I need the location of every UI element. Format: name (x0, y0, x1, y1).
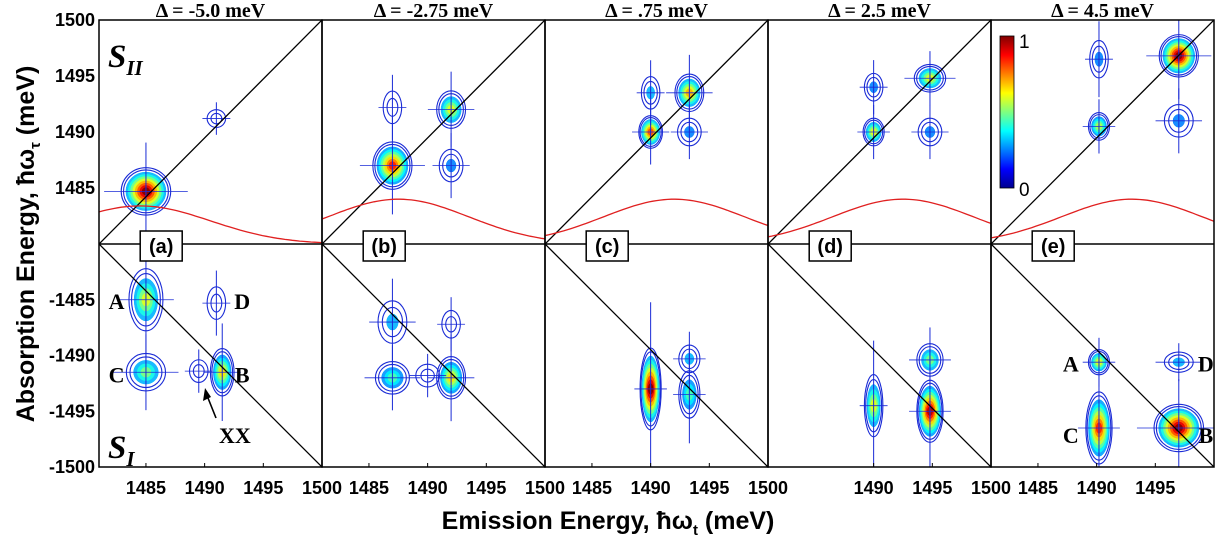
lower-diagonal (768, 243, 991, 467)
x-axis-label: Emission Energy, ħωt (meV) (442, 507, 775, 539)
panel-id-box (362, 230, 406, 262)
x-tick-label: 1495 (689, 478, 729, 498)
lower-row-tag-main: S (108, 430, 126, 466)
upper-diagonal (99, 20, 322, 245)
peak-label-D: D (1198, 351, 1214, 376)
panel-d (768, 20, 991, 467)
peak-label-C: C (1063, 423, 1079, 448)
y-tick-label-lower: -1500 (49, 457, 95, 477)
panel-delta-title: Δ = 2.5 meV (828, 0, 931, 22)
panel-id-box (139, 230, 183, 262)
x-tick-label: 1490 (854, 478, 894, 498)
panel-delta-title: Δ = .75 meV (605, 0, 708, 22)
x-tick-label: 1495 (466, 478, 506, 498)
y-axis-label-sub: τ (27, 142, 44, 149)
y-tick-label-lower: -1485 (49, 290, 95, 310)
x-axis-label-sub: t (693, 522, 698, 539)
laser-spectrum-line (322, 198, 545, 240)
x-tick-label: 1485 (1018, 478, 1058, 498)
lower-diagonal (991, 243, 1214, 467)
y-tick-label-upper: 1485 (55, 178, 95, 198)
colorbar: 1 0 (999, 32, 1030, 201)
peak-label-A: A (109, 289, 125, 314)
y-tick-label-upper: 1500 (55, 10, 95, 30)
laser-spectrum-line (991, 198, 1214, 239)
panel-id-box (808, 230, 852, 262)
panel-id-label: (c) (595, 236, 619, 258)
x-tick-label: 1500 (302, 478, 342, 498)
lower-diagonal (545, 243, 768, 467)
x-tick-label: 1495 (1135, 478, 1175, 498)
colorbar-max-label: 1 (1019, 32, 1030, 53)
x-tick-label: 1485 (572, 478, 612, 498)
panel-id-box (585, 230, 629, 262)
laser-spectrum-line (99, 205, 322, 244)
colorbar-min-label: 0 (1019, 180, 1030, 201)
upper-diagonal (545, 20, 768, 245)
panel-id-label: (a) (149, 236, 173, 258)
upper-row-tag-main: S (108, 39, 126, 75)
peak-label-B: B (1198, 423, 1213, 448)
lower-row-tag-sub: I (125, 447, 135, 471)
y-axis-label-unit: (meV) (12, 66, 40, 142)
upper-diagonal (322, 20, 545, 245)
x-tick-label: 1495 (243, 478, 283, 498)
peak-label-D: D (234, 289, 250, 314)
panel-delta-title: Δ = 4.5 meV (1051, 0, 1154, 22)
x-tick-label: 1500 (525, 478, 565, 498)
panels-group: Δ = -5.0 meV (a) A D C B 1485 1490 1495 1500 Δ = -… (49, 0, 1215, 498)
lower-diagonal (322, 243, 545, 467)
y-axis-label: Absorption Energy, ħωτ (meV) (12, 66, 44, 423)
peak-label-C: C (109, 363, 125, 388)
x-tick-label: 1485 (126, 478, 166, 498)
x-tick-label: 1490 (1077, 478, 1117, 498)
laser-spectrum-line (545, 198, 768, 237)
panel-id-label: (d) (817, 236, 843, 258)
y-tick-label-lower: -1495 (49, 401, 95, 421)
panel-id-box (1031, 230, 1075, 262)
x-tick-label: 1490 (408, 478, 448, 498)
x-axis-label-unit: (meV) (698, 507, 774, 535)
upper-diagonal (991, 20, 1214, 245)
y-axis-label-main: Absorption Energy, ħω (12, 149, 40, 422)
y-tick-label-lower: -1490 (49, 346, 95, 366)
panel-delta-title: Δ = -5.0 meV (156, 0, 266, 22)
upper-row-tag-sub: II (125, 56, 143, 80)
panel-e (991, 20, 1214, 467)
lower-row-tag: SI (108, 430, 135, 471)
panel-delta-title: Δ = -2.75 meV (374, 0, 494, 22)
x-tick-label: 1495 (912, 478, 952, 498)
xx-arrow-head (203, 388, 211, 401)
upper-row-tag: SII (108, 39, 144, 80)
panel-a (99, 20, 322, 467)
panel-b (322, 20, 545, 467)
x-tick-label: 1490 (631, 478, 671, 498)
x-tick-label: 1500 (748, 478, 788, 498)
x-axis-label-main: Emission Energy, ħω (442, 507, 693, 535)
colorbar-gradient (999, 35, 1015, 189)
laser-spectrum-line (768, 198, 991, 238)
x-tick-label: 1485 (349, 478, 389, 498)
y-tick-label-upper: 1495 (55, 66, 95, 86)
peak-label-B: B (235, 363, 250, 388)
panel-id-label: (b) (371, 236, 397, 258)
x-tick-label: 1500 (971, 478, 1011, 498)
peak-label-A: A (1063, 351, 1079, 376)
upper-diagonal (768, 20, 991, 245)
y-tick-label-upper: 1490 (55, 122, 95, 142)
lower-diagonal (99, 243, 322, 467)
x-tick-label: 1490 (185, 478, 225, 498)
panel-c (545, 20, 768, 467)
xx-label: XX (219, 423, 251, 448)
panel-id-label: (e) (1041, 236, 1065, 258)
